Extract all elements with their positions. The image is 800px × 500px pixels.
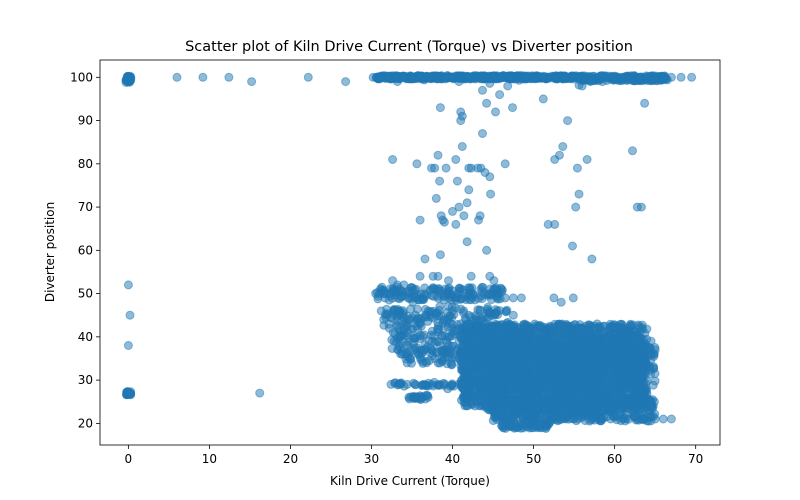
scatter-point [530, 355, 540, 365]
scatter-point [648, 380, 658, 390]
scatter-points [121, 71, 697, 433]
scatter-point [530, 334, 539, 344]
scatter-point [399, 324, 409, 334]
scatter-point [565, 336, 575, 345]
scatter-point [646, 396, 656, 406]
scatter-point [488, 337, 498, 347]
chart-title: Scatter plot of Kiln Drive Current (Torq… [185, 39, 633, 55]
scatter-point [602, 335, 612, 345]
scatter-point [596, 416, 606, 426]
scatter-point [634, 321, 644, 331]
scatter-point [613, 333, 623, 343]
scatter-point [433, 327, 443, 337]
scatter-point [462, 401, 472, 411]
scatter-point [570, 368, 580, 378]
scatter-point [518, 365, 527, 375]
scatter-point [569, 358, 579, 368]
scatter-point [629, 411, 639, 421]
scatter-point [618, 360, 628, 370]
scatter-point [423, 316, 433, 326]
scatter-point [602, 358, 612, 368]
scatter-point [571, 347, 581, 357]
scatter-point [473, 305, 483, 315]
scatter-point [626, 320, 635, 330]
scatter-point [497, 285, 507, 295]
scatter-point [501, 306, 511, 316]
scatter-point [554, 377, 564, 387]
scatter-point [650, 369, 660, 379]
scatter-point [521, 340, 531, 349]
scatter-point [601, 344, 611, 354]
